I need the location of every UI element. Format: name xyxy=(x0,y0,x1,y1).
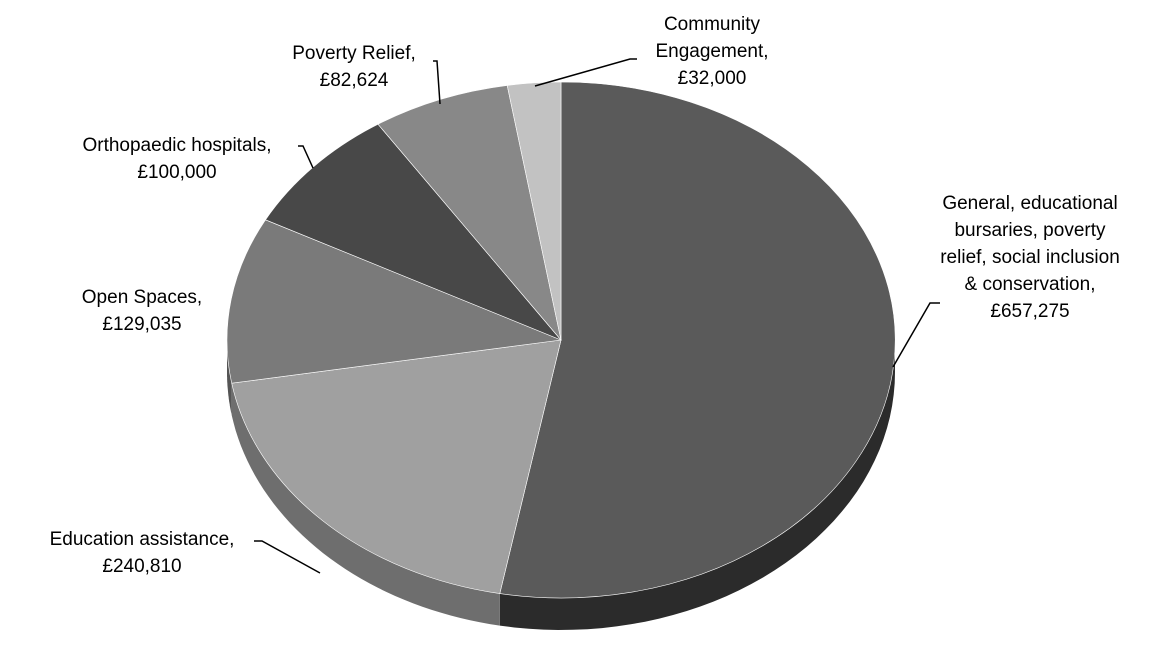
data-labels: General, educational bursaries, poverty re… xyxy=(50,14,1120,577)
pie-slice-side-0 xyxy=(499,340,895,630)
pie-slice-0 xyxy=(499,81,896,599)
data-label-line: General, educational xyxy=(942,193,1117,214)
data-label-1: Education assistance, £240,810 xyxy=(50,529,235,577)
data-label-line: £32,000 xyxy=(678,68,747,89)
leader-lines xyxy=(254,58,940,574)
pie-slice-tops xyxy=(226,81,896,599)
data-label-0: General, educational bursaries, poverty re… xyxy=(940,193,1120,322)
leader-line-4 xyxy=(433,60,441,105)
pie-slice-2 xyxy=(226,219,563,384)
pie-slice-5 xyxy=(506,81,562,341)
data-label-line: £82,624 xyxy=(320,70,389,91)
pie-slice-side-2 xyxy=(227,340,232,416)
data-label-5: Community Engagement, £32,000 xyxy=(655,14,768,89)
leader-line-5 xyxy=(534,58,637,87)
pie-slice-side-1 xyxy=(231,383,500,626)
data-label-line: Education assistance, xyxy=(50,529,235,550)
data-label-line: Poverty Relief, xyxy=(292,43,416,64)
pie-slice-1 xyxy=(231,339,562,594)
data-label-line: bursaries, poverty xyxy=(954,220,1106,241)
leader-line-0 xyxy=(892,302,940,368)
data-label-line: £240,810 xyxy=(102,556,181,577)
pie-slice-3 xyxy=(265,123,562,341)
data-label-line: £129,035 xyxy=(102,314,181,335)
data-label-line: Engagement, xyxy=(655,41,768,62)
data-label-4: Poverty Relief, £82,624 xyxy=(292,43,416,91)
leader-line-3 xyxy=(298,145,314,169)
data-label-3: Orthopaedic hospitals, £100,000 xyxy=(82,135,271,183)
pie-slice-sides xyxy=(227,340,895,630)
data-label-line: £657,275 xyxy=(990,301,1069,322)
data-label-2: Open Spaces, £129,035 xyxy=(82,287,202,335)
data-label-line: Orthopaedic hospitals, xyxy=(82,135,271,156)
data-label-line: Open Spaces, xyxy=(82,287,202,308)
leader-line-1 xyxy=(254,540,321,574)
data-label-line: & conservation, xyxy=(965,274,1096,295)
data-label-line: relief, social inclusion xyxy=(940,247,1120,268)
data-label-line: Community xyxy=(664,14,761,35)
data-label-line: £100,000 xyxy=(137,162,216,183)
